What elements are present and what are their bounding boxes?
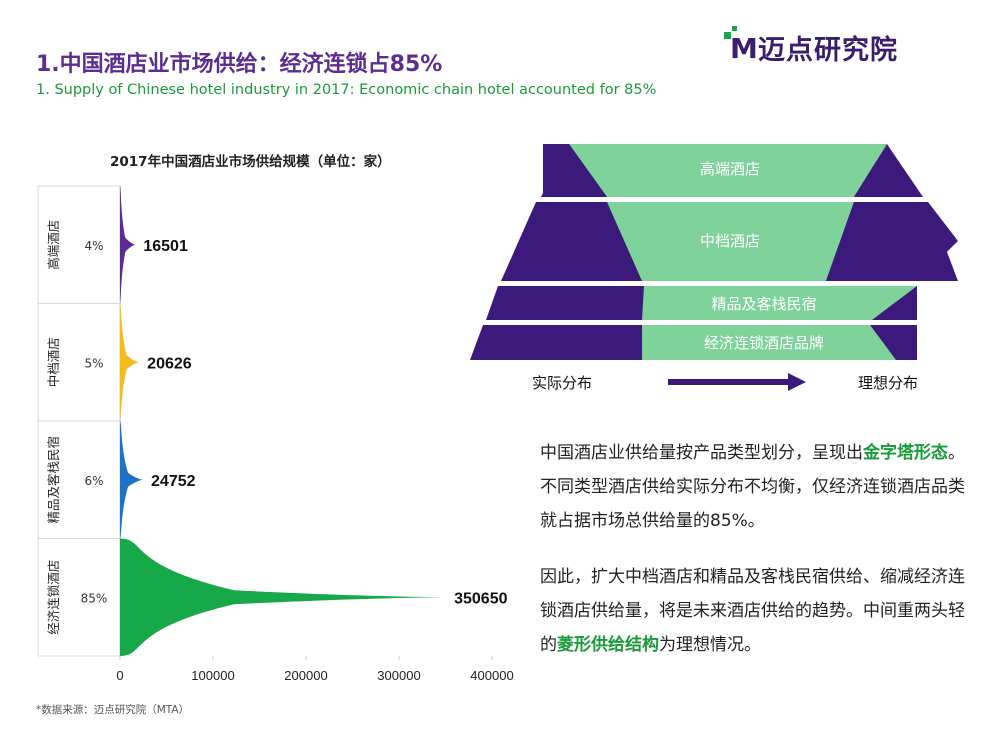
chart-title: 2017年中国酒店业市场供给规模（单位：家） — [110, 154, 391, 170]
area-mark-2 — [120, 421, 144, 539]
x-tick-label-0: 0 — [116, 668, 123, 683]
right-arrow-icon — [668, 373, 806, 391]
x-tick-label-1: 100000 — [191, 668, 234, 683]
layer-label-boutique: 精品及客栈民宿 — [711, 295, 816, 313]
diamond-light-layer-4 — [642, 325, 896, 360]
pyramid-diagram: 高端酒店 中档酒店 精品及客栈民宿 经济连锁酒店品牌 — [470, 144, 958, 360]
x-tick-label-4: 400000 — [470, 668, 513, 683]
paragraph-2-text-b: 为理想情况。 — [659, 635, 761, 655]
category-label-0: 高端酒店 — [46, 220, 61, 270]
label-actual-distribution: 实际分布 — [532, 374, 593, 392]
data-label-0: 16501 — [143, 238, 188, 255]
area-mark-1 — [120, 303, 140, 421]
share-label-1: 5% — [84, 356, 103, 370]
layer-label-economy-chain: 经济连锁酒店品牌 — [704, 334, 824, 352]
highlight-pyramid-shape: 金字塔形态 — [863, 443, 948, 463]
x-tick-label-3: 300000 — [377, 668, 420, 683]
share-label-2: 6% — [84, 474, 103, 488]
page-subtitle: 1. Supply of Chinese hotel industry in 2… — [36, 82, 657, 98]
paragraph-pyramid-shape: 中国酒店业供给量按产品类型划分，呈现出金字塔形态。不同类型酒店供给实际分布不均衡… — [540, 436, 972, 538]
area-mark-3 — [120, 538, 447, 656]
diamond-light-layer-2 — [607, 202, 854, 281]
logo-mark-letter: M — [730, 32, 758, 62]
page-title: 1.中国酒店业市场供给：经济连锁占85% — [36, 52, 443, 77]
logo-mark-icon: M — [724, 26, 758, 65]
data-label-3: 350650 — [454, 590, 507, 607]
share-label-3: 85% — [81, 591, 108, 605]
category-label-3: 经济连锁酒店 — [46, 560, 61, 635]
paragraph-1-text-b: 。不同类型酒店供给实际分布不均衡，仅经济连锁酒店品类就占据市场总供给量的85%。 — [540, 443, 965, 531]
diamond-light-layer-3 — [642, 286, 917, 320]
data-label-2: 24752 — [151, 473, 196, 490]
data-label-1: 20626 — [147, 355, 192, 372]
category-label-2: 精品及客栈民宿 — [46, 436, 61, 524]
label-ideal-distribution: 理想分布 — [858, 374, 919, 392]
pyramid-top-triangle-left — [541, 144, 607, 197]
paragraph-diamond-structure: 因此，扩大中档酒店和精品及客栈民宿供给、缩减经济连锁酒店供给量，将是未来酒店供给… — [540, 560, 972, 662]
logo-text: 迈点研究院 — [758, 35, 898, 66]
layer-label-high-end: 高端酒店 — [700, 160, 760, 178]
area-mark-0 — [120, 186, 136, 304]
paragraph-1-text-a: 中国酒店业供给量按产品类型划分，呈现出 — [540, 443, 863, 463]
paragraph-2-text-a: 因此，扩大中档酒店和精品及客栈民宿供给、缩减经济连锁酒店供给量，将是未来酒店供给… — [540, 567, 965, 655]
layer-label-mid-range: 中档酒店 — [700, 232, 760, 250]
supply-chart: 16501 4% 高端酒店 20626 5% 中档酒店 24752 6% 精品及客栈民宿 3506… — [37, 185, 514, 683]
diamond-middle-right-wedge — [826, 202, 958, 281]
diamond-top-triangle-right — [854, 144, 923, 197]
category-label-1: 中档酒店 — [46, 337, 61, 387]
x-tick-label-2: 200000 — [284, 668, 327, 683]
company-logo: M 迈点研究院 — [724, 26, 974, 66]
source-note: *数据来源：迈点研究院（MTA） — [36, 704, 190, 716]
highlight-diamond-structure: 菱形供给结构 — [557, 635, 659, 655]
share-label-0: 4% — [84, 239, 103, 253]
diamond-light-layer-1 — [569, 144, 887, 197]
